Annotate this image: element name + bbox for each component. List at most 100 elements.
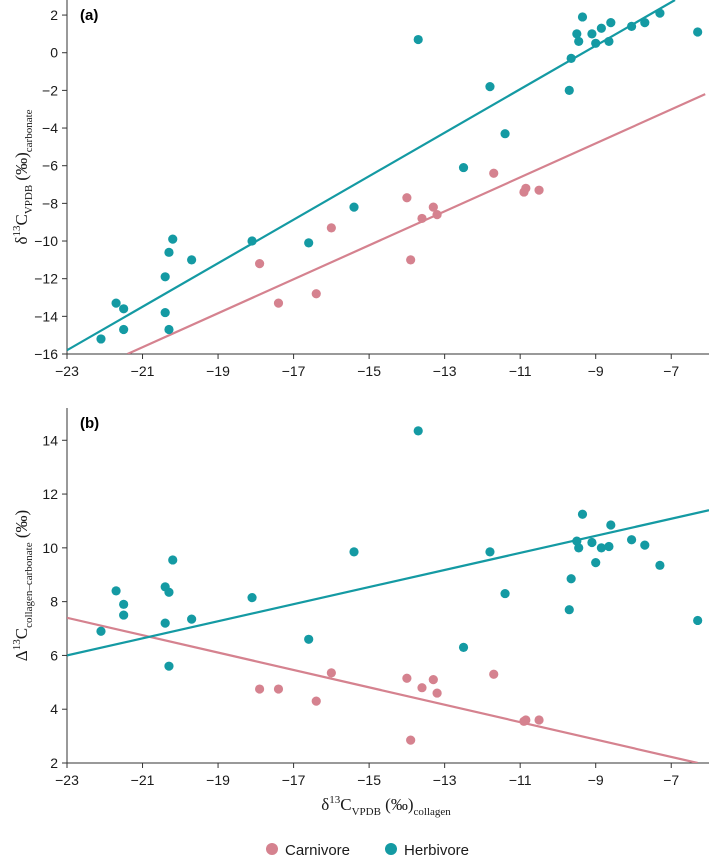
x-tick-label: −19 [206, 772, 230, 788]
herbivore-point [164, 661, 174, 671]
y-tick-label: 6 [50, 647, 58, 663]
herbivore-point [119, 324, 129, 335]
carnivore-point [428, 675, 438, 685]
x-tick-label: −23 [55, 772, 79, 788]
carnivore-point [273, 684, 284, 694]
y-tick-label: 12 [42, 486, 58, 502]
x-tick-label: −23 [55, 363, 79, 379]
herbivore-point [413, 34, 423, 45]
herbivore-point [604, 36, 614, 47]
carnivore-point [534, 715, 544, 725]
y-tick-label: 4 [50, 701, 58, 717]
carnivore-point [255, 684, 265, 694]
x-tick-label: −15 [357, 772, 381, 788]
carnivore-point [406, 255, 416, 265]
x-tick-label: −15 [357, 363, 381, 379]
herbivore-point [349, 547, 359, 557]
carnivore-point [273, 298, 284, 308]
legend-label-carnivore: Carnivore [285, 842, 350, 859]
legend: Carnivore Herbivore [266, 842, 469, 859]
y-tick-label: −4 [42, 120, 58, 136]
carnivore-point [521, 183, 531, 193]
herbivore-point [604, 541, 614, 552]
x-tick-label: −17 [282, 363, 306, 379]
x-tick-label: −21 [131, 772, 155, 788]
herbivore-point [606, 520, 616, 530]
herbivore-point [458, 162, 469, 173]
herbivore-point [640, 17, 650, 28]
herbivore-point [626, 535, 637, 545]
herbivore-point [164, 247, 174, 257]
carnivore-point [432, 688, 442, 698]
herbivore-point [640, 540, 650, 550]
herbivore-point [587, 537, 597, 548]
herbivore-point [587, 29, 597, 39]
herbivore-point [187, 255, 197, 265]
herbivore-point [413, 426, 423, 436]
legend-label-herbivore: Herbivore [404, 842, 469, 859]
y-tick-label: −12 [34, 271, 58, 287]
carnivore-point [326, 223, 336, 233]
herbivore-point [96, 626, 106, 636]
x-tick-label: −7 [663, 772, 679, 788]
herbivore-point [119, 599, 129, 609]
herbivore-point [160, 618, 170, 628]
x-tick-label: −17 [282, 772, 306, 788]
carnivore-point [489, 669, 499, 679]
y-tick-label: −6 [42, 158, 58, 174]
carnivore-point [311, 696, 321, 706]
carnivore-point [311, 289, 321, 299]
y-tick-label: −14 [34, 308, 58, 324]
carnivore-point [406, 735, 416, 745]
herbivore-point [500, 129, 510, 139]
y-tick-label: −2 [42, 82, 58, 98]
herbivore-point [500, 588, 510, 599]
y-axis-label: δ13CVPDB (‰)carbonate [11, 109, 35, 244]
herbivore-point [577, 509, 588, 519]
carnivore-point [417, 683, 427, 693]
herbivore-point [458, 642, 469, 652]
carnivore-point [255, 259, 265, 269]
herbivore-point [160, 307, 170, 318]
carnivore-fit-line [67, 616, 698, 763]
herbivore-point [606, 17, 616, 28]
y-tick-label: 2 [50, 755, 58, 771]
herbivore-point [119, 304, 129, 314]
herbivore-point [247, 236, 257, 246]
y-tick-label: 2 [50, 7, 58, 23]
herbivore-point [187, 614, 197, 624]
carnivore-point [521, 715, 531, 725]
carnivore-point [402, 193, 412, 203]
herbivore-point [591, 38, 601, 48]
x-tick-label: −13 [433, 772, 457, 788]
herbivore-point [247, 593, 257, 603]
y-axis-label: Δ13Ccollagen–carbonate (‰) [11, 510, 35, 661]
herbivore-point [626, 21, 637, 31]
herbivore-point [111, 586, 121, 596]
herbivore-point [574, 543, 584, 553]
herbivore-point [564, 605, 574, 615]
herbivore-point [96, 334, 106, 344]
legend-marker-carnivore [266, 843, 278, 855]
panel-label: (a) [80, 7, 98, 24]
panel-label: (b) [80, 415, 99, 432]
y-tick-label: 8 [50, 594, 58, 610]
x-tick-label: −9 [588, 363, 604, 379]
herbivore-point [304, 634, 314, 644]
herbivore-point [485, 82, 495, 92]
carnivore-point [489, 168, 499, 178]
legend-marker-herbivore [385, 843, 397, 855]
herbivore-point [596, 23, 606, 33]
x-axis-label: δ13CVPDB (‰)collagen [321, 794, 451, 818]
y-tick-label: −16 [34, 346, 58, 362]
x-tick-label: −13 [433, 363, 457, 379]
herbivore-point [655, 560, 665, 570]
carnivore-point [432, 210, 442, 220]
x-tick-label: −7 [663, 363, 679, 379]
herbivore-point [572, 29, 582, 39]
x-tick-label: −11 [509, 772, 532, 788]
y-tick-label: −8 [42, 195, 58, 211]
carnivore-point [534, 185, 544, 195]
herbivore-point [349, 202, 359, 212]
